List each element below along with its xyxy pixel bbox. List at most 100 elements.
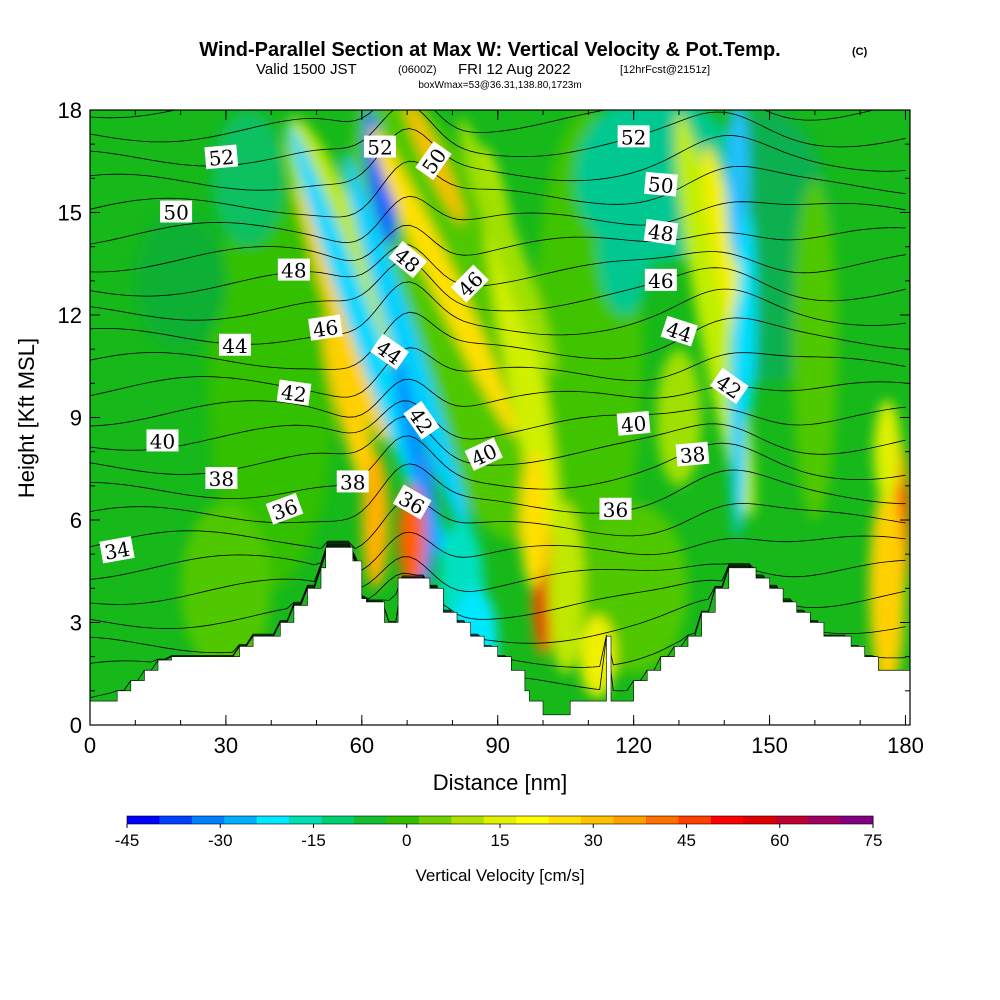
colorbar-tick-label: 15 [491, 831, 510, 850]
theta-label-bg [415, 141, 452, 181]
theta-label: 44 [218, 333, 251, 358]
theta-label-text: 52 [621, 125, 646, 149]
theta-label-bg [204, 144, 239, 170]
theta-label-bg [265, 493, 304, 525]
theta-label-text: 52 [367, 136, 392, 160]
velocity-cell [370, 125, 517, 436]
velocity-cell [869, 485, 906, 691]
theta-label: 48 [277, 258, 310, 283]
colorbar-tick-label: 60 [770, 831, 789, 850]
theta-label-bg [388, 240, 428, 279]
theta-label: 52 [363, 135, 396, 160]
theta-contour-line [90, 311, 906, 370]
velocity-cell [299, 184, 388, 446]
theta-label-bg [363, 135, 396, 158]
colorbar-tick-label: -30 [208, 831, 233, 850]
theta-label-text: 42 [280, 380, 309, 407]
terrain [90, 547, 910, 725]
velocity-cell [342, 154, 472, 545]
theta-label-text: 38 [679, 442, 706, 468]
theta-label: 50 [644, 171, 678, 198]
colorbar-tick-label: 45 [677, 831, 696, 850]
colorbar: -45 -30 -15 0 15 30 45 60 75 [115, 815, 883, 850]
chart-title: Wind-Parallel Section at Max W: Vertical… [199, 39, 780, 61]
theta-label-bg [599, 497, 632, 520]
theta-contour-line [90, 435, 906, 499]
theta-label: 48 [643, 218, 679, 247]
theta-contour-line [90, 244, 906, 297]
theta-contour-line [90, 128, 906, 191]
x-tick-label: 30 [214, 733, 238, 758]
theta-label: 40 [616, 410, 651, 437]
theta-label-text: 36 [603, 498, 628, 522]
velocity-cell [737, 212, 756, 418]
velocity-cell [792, 178, 838, 521]
theta-label: 40 [146, 429, 179, 453]
theta-label-bg [146, 429, 179, 452]
y-tick-label: 0 [70, 713, 82, 738]
colorbar-swatch [159, 816, 193, 824]
theta-label: 52 [204, 144, 239, 171]
colorbar-swatch [354, 816, 387, 824]
theta-label-bg [660, 315, 698, 347]
theta-label-bg [709, 367, 749, 405]
theta-contour-line [90, 224, 906, 273]
colorbar-swatch [451, 816, 485, 824]
x-axis-label: Distance [nm] [433, 770, 568, 795]
colorbar-tick-label: 30 [584, 831, 603, 850]
colorbar-swatch [191, 816, 225, 824]
colorbar-swatch [418, 816, 452, 824]
theta-label: 38 [675, 441, 710, 468]
velocity-cell [873, 400, 901, 503]
colorbar-swatch [386, 816, 420, 824]
theta-label: 42 [276, 379, 312, 407]
velocity-cell [547, 502, 584, 674]
colorbar-swatch [224, 816, 258, 824]
theta-label-text: 52 [208, 145, 235, 171]
colorbar-swatch [613, 816, 647, 824]
theta-label-bg [308, 314, 343, 341]
valid-time-line: Valid 1500 JST (0600Z) FRI 12 Aug 2022 [… [256, 61, 710, 78]
colorbar-tick-label: 75 [864, 831, 883, 850]
theta-contour-line [90, 463, 906, 524]
velocity-cell [520, 451, 548, 589]
theta-label-text: 38 [209, 467, 234, 491]
x-tick-label: 150 [751, 733, 788, 758]
theta-label-bg [616, 410, 651, 436]
theta-label: 52 [617, 125, 650, 149]
theta-label: 50 [160, 200, 193, 225]
colorbar-swatch [710, 816, 744, 824]
colorbar-tick-label: -45 [115, 831, 140, 850]
theta-label: 34 [99, 536, 135, 565]
colorbar-swatch [289, 816, 323, 824]
velocity-cell [458, 118, 556, 376]
theta-label-text: 44 [222, 334, 247, 358]
theta-contour-line [90, 378, 906, 427]
colorbar-swatch [256, 816, 290, 824]
x-tick-label: 0 [84, 733, 96, 758]
theta-contour-line [90, 347, 906, 398]
colorbar-tick-label: -15 [301, 831, 326, 850]
theta-label-bg [450, 264, 489, 303]
velocity-cell [536, 564, 550, 647]
theta-label: 46 [644, 268, 677, 293]
theta-label-bg [675, 441, 710, 467]
theta-label-bg [403, 400, 440, 440]
velocity-cell [597, 178, 652, 315]
colorbar-swatch [548, 816, 582, 824]
theta-contour-line [90, 531, 906, 580]
theta-label-text: 40 [150, 429, 175, 453]
theta-contour-line [90, 542, 906, 605]
theta-label-text: 40 [620, 411, 647, 437]
theta-label-text: 48 [647, 219, 676, 246]
theta-label-bg [205, 467, 238, 489]
y-tick-label: 3 [70, 611, 82, 636]
theta-label-bg [370, 333, 409, 370]
theta-label-text: 34 [103, 537, 132, 565]
colorbar-swatch [808, 816, 842, 824]
colorbar-swatch [483, 816, 517, 824]
theta-label-bg [218, 333, 251, 356]
theta-label-bg [464, 437, 503, 471]
theta-label: 38 [336, 470, 369, 494]
